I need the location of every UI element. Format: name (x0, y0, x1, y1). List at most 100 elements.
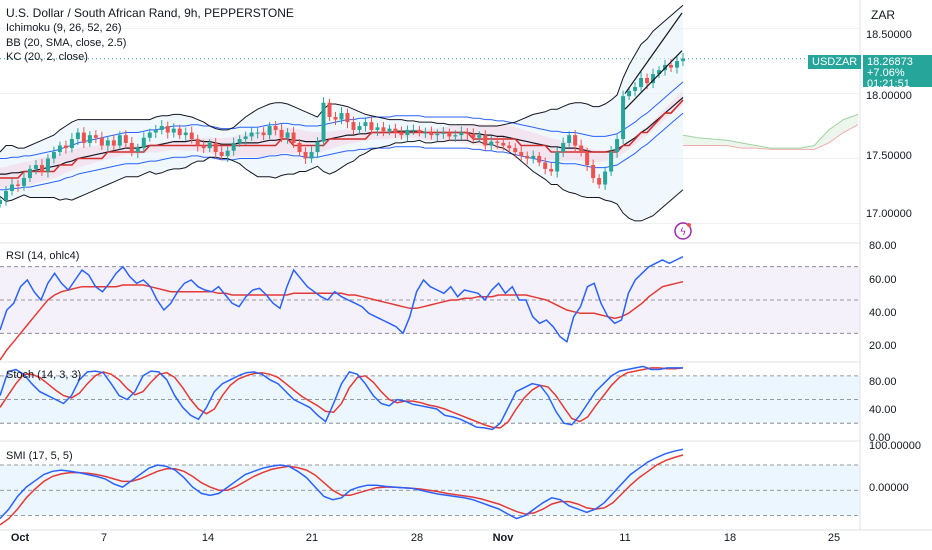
kc-label[interactable]: KC (20, 2, close) (6, 51, 88, 63)
kc-lower-line (0, 112, 684, 191)
candle-body (255, 132, 260, 134)
candle-body (597, 178, 602, 185)
stoch-pane (0, 365, 860, 431)
x-tick: 14 (201, 532, 215, 544)
candle-body (171, 128, 176, 133)
candle-body (489, 141, 494, 146)
candle-body (213, 142, 218, 153)
x-tick: Oct (10, 532, 30, 544)
candle-body (363, 122, 368, 127)
candle-body (117, 135, 122, 146)
lightning-icon: ϟ (680, 227, 687, 238)
symbol-tag: USDZAR (808, 55, 862, 69)
candle-body (141, 137, 146, 149)
candle-body (231, 142, 236, 151)
candle-body (435, 133, 440, 136)
candle-body (483, 135, 488, 146)
x-tick: 28 (410, 532, 424, 544)
candle-body (249, 132, 254, 137)
candle-body (423, 132, 428, 134)
candle-body (129, 142, 134, 153)
candle-body (159, 126, 164, 130)
candle-body (453, 135, 458, 137)
candle-body (237, 139, 242, 143)
candle-body (633, 87, 638, 91)
candle-body (393, 128, 398, 133)
candle-body (645, 77, 650, 84)
bb-lower-line (0, 139, 684, 222)
x-tick: 7 (100, 532, 108, 544)
ichimoku-span-a (682, 113, 859, 149)
x-tick: 21 (305, 532, 319, 544)
rsi-tick: 80.00 (869, 240, 897, 252)
smi-label[interactable]: SMI (17, 5, 5) (6, 450, 73, 462)
candle-body (225, 150, 230, 156)
alert-icon[interactable] (674, 222, 692, 240)
ichimoku-base-line (0, 99, 684, 179)
rsi-line (0, 256, 684, 343)
candle-body (561, 142, 566, 153)
candle-body (303, 152, 308, 159)
candle-body (321, 102, 326, 142)
candle-body (441, 132, 446, 134)
smi-line (0, 448, 684, 520)
candle-body (519, 152, 524, 156)
candle-body (639, 77, 644, 88)
price-tick: 18.00000 (866, 90, 912, 102)
stoch-label[interactable]: Stoch (14, 3, 3) (6, 369, 82, 381)
rsi-label[interactable]: RSI (14, ohlc4) (6, 250, 80, 262)
rsi-ma-line (0, 280, 684, 361)
candle-body (285, 132, 290, 138)
stoch-k-line (0, 365, 683, 431)
candle-body (381, 127, 386, 132)
ichimoku-future-cloud (683, 114, 858, 150)
x-tick: 11 (619, 532, 631, 544)
candle-body (51, 152, 56, 159)
stoch-tick: 40.00 (869, 404, 897, 416)
candle-body (585, 152, 590, 166)
price-tag-price: 18.26873 (867, 56, 913, 68)
stoch-tick: 0.00 (869, 432, 891, 444)
candle-body (273, 126, 278, 130)
candle-body (243, 136, 248, 140)
alert-dot (687, 223, 691, 227)
price-tag: 18.26873 +7.06% 01:21:51 (863, 55, 932, 90)
candle-body (201, 145, 206, 149)
candle-body (525, 155, 530, 159)
bb-label[interactable]: BB (20, SMA, close, 2.5) (6, 37, 127, 49)
candle-body (15, 184, 20, 186)
x-tick: 25 (827, 532, 841, 544)
candle-body (135, 148, 140, 153)
candle-body (219, 152, 224, 156)
candle-body (651, 74, 656, 84)
currency-label[interactable]: ZAR (871, 8, 895, 22)
smi-tick: 100.00000 (869, 440, 921, 452)
candle-body (0, 200, 2, 205)
candle-body (45, 158, 50, 172)
candle-body (471, 133, 476, 138)
candle-body (387, 128, 392, 132)
candle-body (549, 168, 554, 172)
candle-body (123, 135, 128, 143)
rsi-tick: 60.00 (869, 274, 897, 286)
candle-body (591, 165, 596, 179)
candle-body (195, 139, 200, 146)
candle-body (543, 162, 548, 169)
candle-body (105, 140, 110, 146)
candle-body (69, 139, 74, 149)
candle-body (261, 132, 266, 136)
candle-body (339, 113, 344, 120)
smi-signal-line (0, 454, 684, 526)
price-tag-change: +7.06% (867, 67, 905, 79)
candle-body (501, 142, 506, 146)
ichimoku-label[interactable]: Ichimoku (9, 26, 52, 26) (6, 22, 122, 34)
candle-body (9, 184, 14, 192)
candle-body (429, 132, 434, 136)
candle-body (33, 165, 38, 169)
candle-body (411, 129, 416, 131)
ichimoku-span-b (683, 124, 859, 150)
candle-body (291, 132, 296, 143)
stoch-d-line (0, 367, 684, 429)
candle-body (207, 142, 212, 149)
candle-body (531, 155, 536, 159)
